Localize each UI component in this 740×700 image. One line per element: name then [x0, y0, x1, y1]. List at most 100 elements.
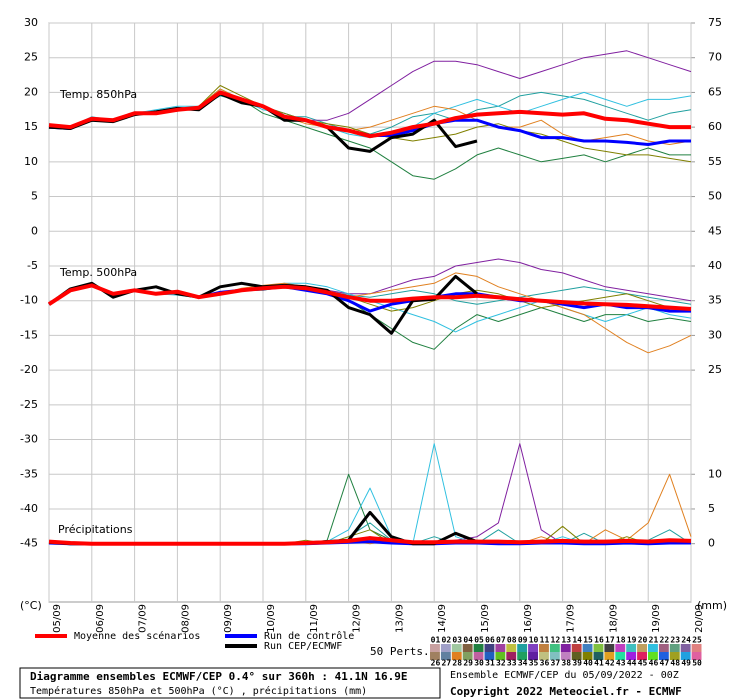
x-tick-label: 17/09 — [566, 604, 577, 633]
y-tick-label: -35 — [20, 467, 38, 480]
pert-label: 02 — [442, 636, 452, 645]
y-tick-label: -30 — [20, 433, 38, 446]
legend-label: Run de contrôle — [264, 630, 354, 642]
pert-label: 38 — [561, 659, 571, 668]
pert-label: 26 — [431, 659, 441, 668]
pert-swatch — [615, 644, 626, 652]
pert-swatch — [528, 644, 538, 652]
pert-label: 36 — [540, 659, 550, 668]
pert-label: 30 — [474, 659, 484, 668]
pert-label: 41 — [594, 659, 604, 668]
pert-swatch — [637, 652, 647, 660]
pert-label: 12 — [551, 636, 561, 645]
pert-label: 24 — [681, 636, 691, 645]
pert-swatch — [691, 652, 702, 660]
perts-label: 50 Perts. — [370, 645, 430, 658]
pert-swatch — [549, 652, 560, 660]
pert-label: 07 — [496, 636, 506, 645]
y2-tick-label: 30 — [708, 328, 722, 341]
pert-swatch — [648, 652, 658, 660]
x-tick-label: 16/09 — [523, 604, 534, 633]
pert-label: 39 — [572, 659, 582, 668]
pert-swatch — [637, 644, 647, 652]
pert-label: 22 — [660, 636, 670, 645]
x-tick-label: 11/09 — [309, 604, 320, 633]
pert-swatch — [539, 652, 549, 660]
y2-tick-label: 50 — [708, 190, 722, 203]
pert-swatch — [484, 644, 495, 652]
plot-area — [47, 22, 695, 603]
pert-label: 16 — [594, 636, 604, 645]
pert-swatch — [604, 652, 615, 660]
series-line — [48, 90, 691, 139]
y2-tick-label: 0 — [708, 537, 715, 550]
panel-label: Précipitations — [58, 523, 133, 536]
y2-axis-label: (mm) — [697, 599, 727, 612]
y2-tick-label: 5 — [708, 502, 715, 515]
pert-swatch — [473, 644, 484, 652]
y2-tick-label: 55 — [708, 155, 722, 168]
pert-swatch — [648, 644, 658, 652]
y-tick-label: 20 — [24, 85, 38, 98]
pert-label: 40 — [583, 659, 593, 668]
pert-label: 17 — [605, 636, 615, 645]
pert-label: 15 — [583, 636, 593, 645]
pert-swatch — [582, 652, 593, 660]
y-tick-label: -20 — [20, 363, 38, 376]
chart-title: Diagramme ensembles ECMWF/CEP 0.4° sur 3… — [30, 670, 408, 683]
pert-swatch — [593, 644, 604, 652]
pert-swatch — [571, 652, 582, 660]
pert-label: 42 — [605, 659, 615, 668]
y-tick-label: 15 — [24, 120, 38, 133]
pert-swatch — [473, 652, 484, 660]
pert-label: 34 — [518, 659, 528, 668]
pert-swatch — [604, 644, 615, 652]
x-tick-label: 12/09 — [352, 604, 363, 633]
pert-swatch — [451, 652, 462, 660]
copyright: Copyright 2022 Meteociel.fr - ECMWF — [450, 685, 682, 698]
y-tick-label: 0 — [31, 224, 38, 237]
legend-label: Run CEP/ECMWF — [264, 641, 342, 652]
pert-label: 47 — [660, 659, 670, 668]
pert-label: 27 — [442, 659, 452, 668]
x-tick-label: 15/09 — [480, 604, 491, 633]
pert-swatch — [560, 652, 571, 660]
pert-label: 20 — [638, 636, 648, 645]
pert-swatch — [430, 652, 440, 660]
panel-label: Temp. 850hPa — [59, 88, 137, 101]
y2-tick-label: 70 — [708, 51, 722, 64]
pert-swatch — [691, 644, 702, 652]
series-line — [48, 536, 692, 546]
pert-label: 49 — [681, 659, 691, 668]
pert-label: 08 — [507, 636, 517, 645]
pert-swatch — [495, 652, 506, 660]
pert-swatch — [495, 644, 506, 652]
y2-tick-label: 35 — [708, 294, 722, 307]
pert-swatch — [680, 644, 691, 652]
pert-label: 32 — [496, 659, 506, 668]
y2-tick-label: 65 — [708, 85, 722, 98]
pert-label: 19 — [627, 636, 637, 645]
x-tick-label: 06/09 — [95, 604, 106, 633]
pert-swatch — [626, 652, 637, 660]
pert-label: 10 — [529, 636, 539, 645]
pert-swatch — [506, 652, 517, 660]
pert-swatch — [626, 644, 637, 652]
pert-swatch — [451, 644, 462, 652]
x-tick-label: 09/09 — [223, 604, 234, 633]
pert-label: 11 — [540, 636, 550, 645]
pert-label: 43 — [616, 659, 626, 668]
y-tick-label: -40 — [20, 502, 38, 515]
y-tick-label: 30 — [24, 16, 38, 29]
pert-swatch — [430, 644, 440, 652]
y-tick-label: -15 — [20, 328, 38, 341]
pert-swatch — [658, 644, 669, 652]
pert-swatch — [517, 644, 528, 652]
pert-label: 09 — [518, 636, 528, 645]
x-tick-label: 05/09 — [52, 604, 63, 633]
pert-swatch — [669, 644, 680, 652]
pert-label: 23 — [670, 636, 680, 645]
pert-label: 14 — [572, 636, 582, 645]
x-tick-label: 14/09 — [437, 604, 448, 633]
